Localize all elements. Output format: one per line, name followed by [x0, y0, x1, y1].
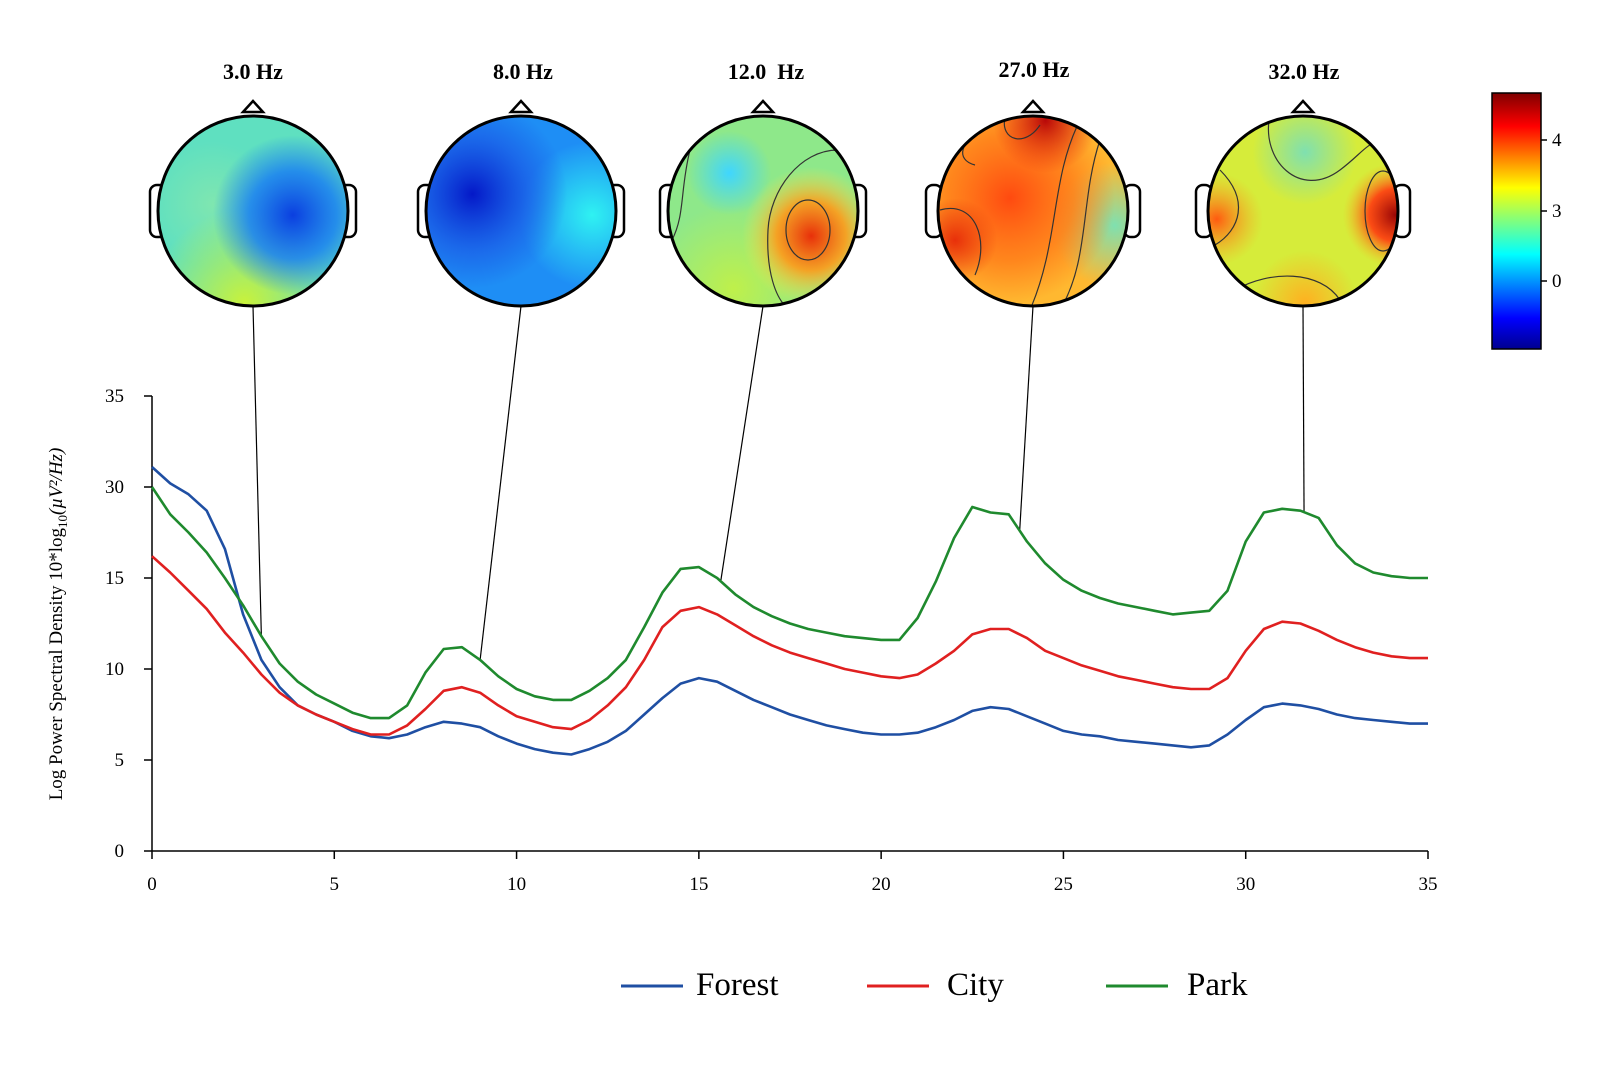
colorbar-gradient: [1491, 92, 1542, 350]
nose: [508, 99, 534, 114]
y-ticks: 0 5 10 15 30 35: [105, 386, 152, 862]
series-line-park: [150, 486, 1428, 720]
topomap-3hz: [148, 99, 358, 308]
y-tick-label: 15: [105, 568, 124, 589]
topomap-connector: [720, 305, 764, 582]
x-tick-label: 35: [1419, 874, 1438, 895]
axes: [151, 396, 1428, 852]
topomap-32hz: [1194, 99, 1412, 308]
topomap-connector: [1302, 305, 1305, 513]
nose: [750, 99, 776, 114]
x-tick-label: 15: [689, 874, 708, 895]
y-tick-label: 0: [115, 841, 125, 862]
series-line-forest: [151, 466, 1428, 756]
topomap-12hz: [658, 99, 868, 308]
topomap-title-3hz: 3.0 Hz: [223, 59, 283, 84]
legend-label-forest: Forest: [696, 967, 779, 1003]
x-tick-label: 20: [872, 874, 891, 895]
topomap-title-32hz: 32.0 Hz: [1269, 59, 1340, 84]
x-tick-label: 30: [1236, 874, 1255, 895]
topomap-8hz: [416, 99, 626, 308]
legend: Forest City Park: [621, 967, 1248, 1003]
y-tick-label: 35: [105, 386, 124, 407]
colorbar-label-0: 0: [1552, 271, 1562, 292]
legend-label-city: City: [947, 967, 1004, 1003]
x-tick-label: 25: [1054, 874, 1073, 895]
topomap-connector: [1019, 305, 1034, 531]
x-ticks: 0 5 10 15 20 25 30 35: [147, 851, 1438, 895]
series-lines: [150, 466, 1428, 756]
topomap-connector: [252, 305, 262, 637]
nose: [240, 99, 266, 114]
series-line-city: [151, 555, 1428, 736]
x-tick-label: 10: [507, 874, 526, 895]
topomap-title-27hz: 27.0 Hz: [999, 57, 1070, 82]
x-tick-label: 0: [147, 874, 157, 895]
topomap-title-12hz: 12.0 Hz: [728, 59, 805, 84]
topomap-connectors: [252, 305, 1305, 660]
nose: [1290, 99, 1316, 114]
x-tick-label: 5: [330, 874, 340, 895]
topomap-27hz: [924, 99, 1142, 308]
colorbar-label-3: 3: [1552, 201, 1562, 222]
topomap-title-8hz: 8.0 Hz: [493, 59, 553, 84]
legend-label-park: Park: [1187, 967, 1248, 1003]
topomap-connector: [479, 305, 522, 660]
colorbar: 4 3 0: [1491, 92, 1562, 350]
y-tick-label: 30: [105, 477, 124, 498]
colorbar-label-4: 4: [1552, 130, 1562, 151]
y-tick-label: 5: [115, 750, 125, 771]
nose: [1020, 99, 1046, 114]
y-axis-label: Log Power Spectral Density 10*log10(µV²/…: [46, 448, 70, 801]
y-tick-label: 10: [105, 659, 124, 680]
